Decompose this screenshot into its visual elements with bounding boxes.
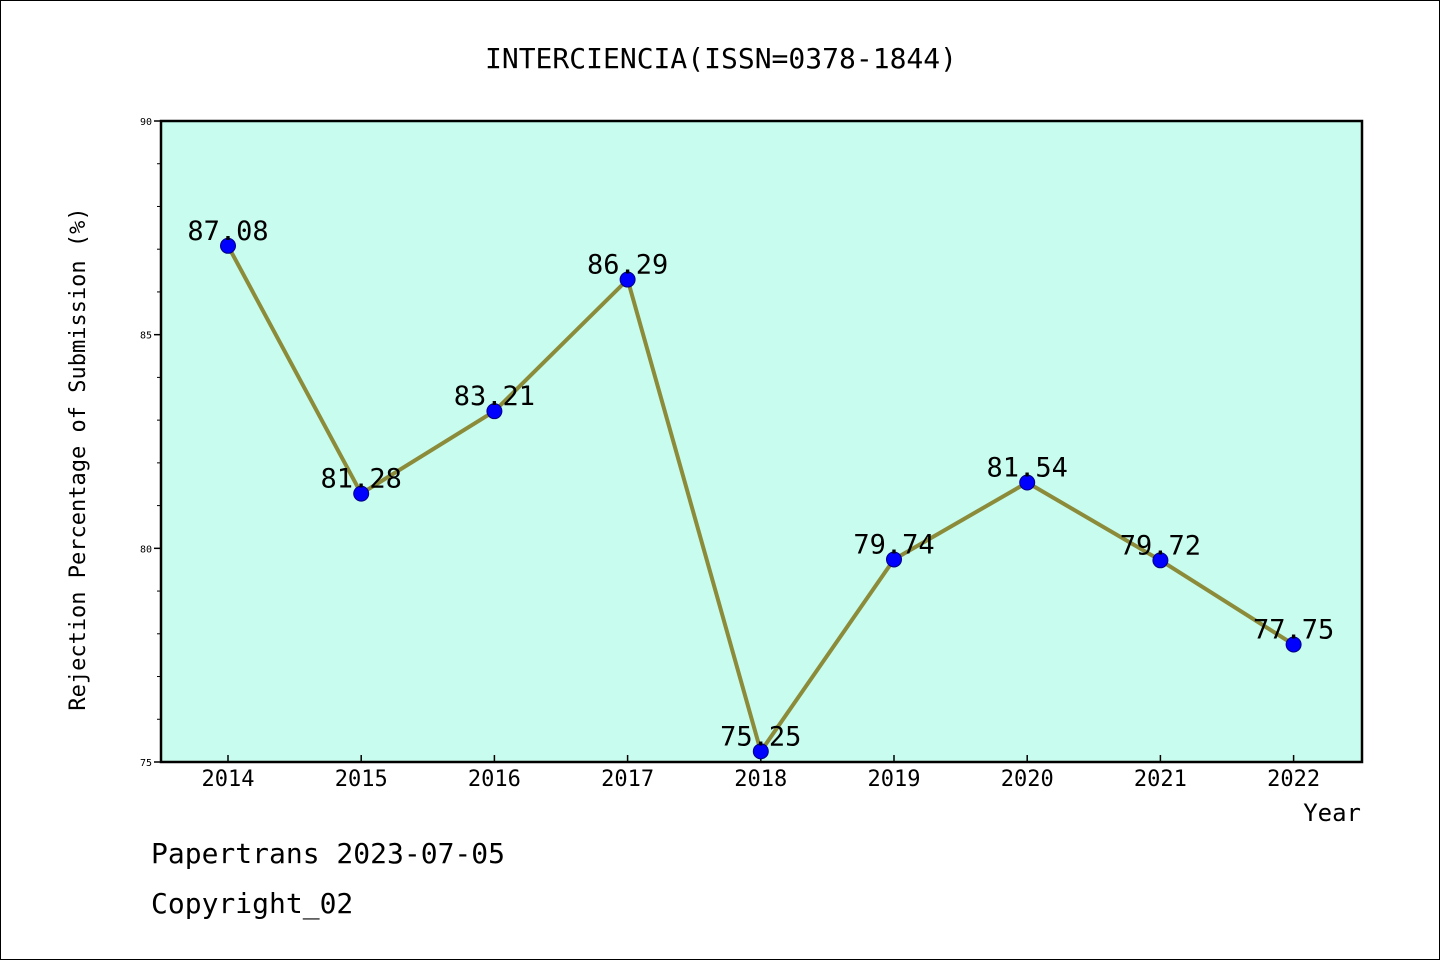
x-tick-label-2020: 2020 — [1001, 767, 1054, 792]
data-point-2022 — [1285, 636, 1302, 653]
x-tick-label-2022: 2022 — [1267, 767, 1320, 792]
x-tick-label-2019: 2019 — [868, 767, 921, 792]
data-point-2014 — [220, 237, 236, 254]
copyright-text: Copyright_02 — [151, 887, 354, 920]
data-point-2018 — [752, 743, 769, 760]
data-point-2015 — [353, 485, 370, 502]
chart-title: INTERCIENCIA(ISSN=0378-1844) — [485, 42, 957, 75]
axis-ticks: 75 80 85 90 2014 2015 2016 2017 2018 2019 2020 2021… — [140, 117, 1320, 792]
data-point-2021 — [1152, 552, 1169, 569]
data-label-2016: 83.21 — [454, 381, 535, 412]
x-tick-label-2014: 2014 — [202, 767, 255, 792]
data-point-2017 — [619, 271, 636, 288]
data-point-2016 — [486, 403, 503, 420]
source-date-text: Papertrans 2023-07-05 — [151, 837, 506, 870]
x-axis-label: Year — [1303, 799, 1361, 827]
data-label-2015: 81.28 — [321, 464, 402, 495]
data-labels: 87.08 81.28 83.21 86.29 75.25 79.74 81.54 79.72… — [187, 216, 1334, 753]
data-point-2020 — [1019, 474, 1036, 491]
data-label-2021: 79.72 — [1120, 530, 1201, 561]
x-tick-label-2015: 2015 — [335, 767, 388, 792]
data-label-2019: 79.74 — [853, 529, 934, 560]
y-axis-label: Rejection Percentage of Submission (%) — [66, 207, 91, 710]
data-point-2019 — [886, 551, 902, 568]
x-tick-label-2018: 2018 — [734, 767, 787, 792]
x-tick-label-2017: 2017 — [601, 767, 654, 792]
data-label-2014: 87.08 — [187, 216, 268, 247]
data-label-2017: 86.29 — [587, 250, 668, 281]
y-tick-label-75: 75 — [140, 758, 152, 769]
y-tick-label-90: 90 — [140, 117, 152, 128]
x-tick-label-2016: 2016 — [468, 767, 521, 792]
plot-border — [159, 119, 1364, 764]
data-label-2018: 75.25 — [720, 721, 801, 752]
data-label-2022: 77.75 — [1253, 614, 1334, 645]
series-markers — [220, 237, 1302, 760]
x-tick-label-2021: 2021 — [1134, 767, 1187, 792]
y-tick-label-80: 80 — [140, 544, 152, 555]
data-label-2020: 81.54 — [987, 453, 1068, 484]
plot-area — [161, 121, 1362, 762]
y-tick-label-85: 85 — [140, 331, 152, 342]
